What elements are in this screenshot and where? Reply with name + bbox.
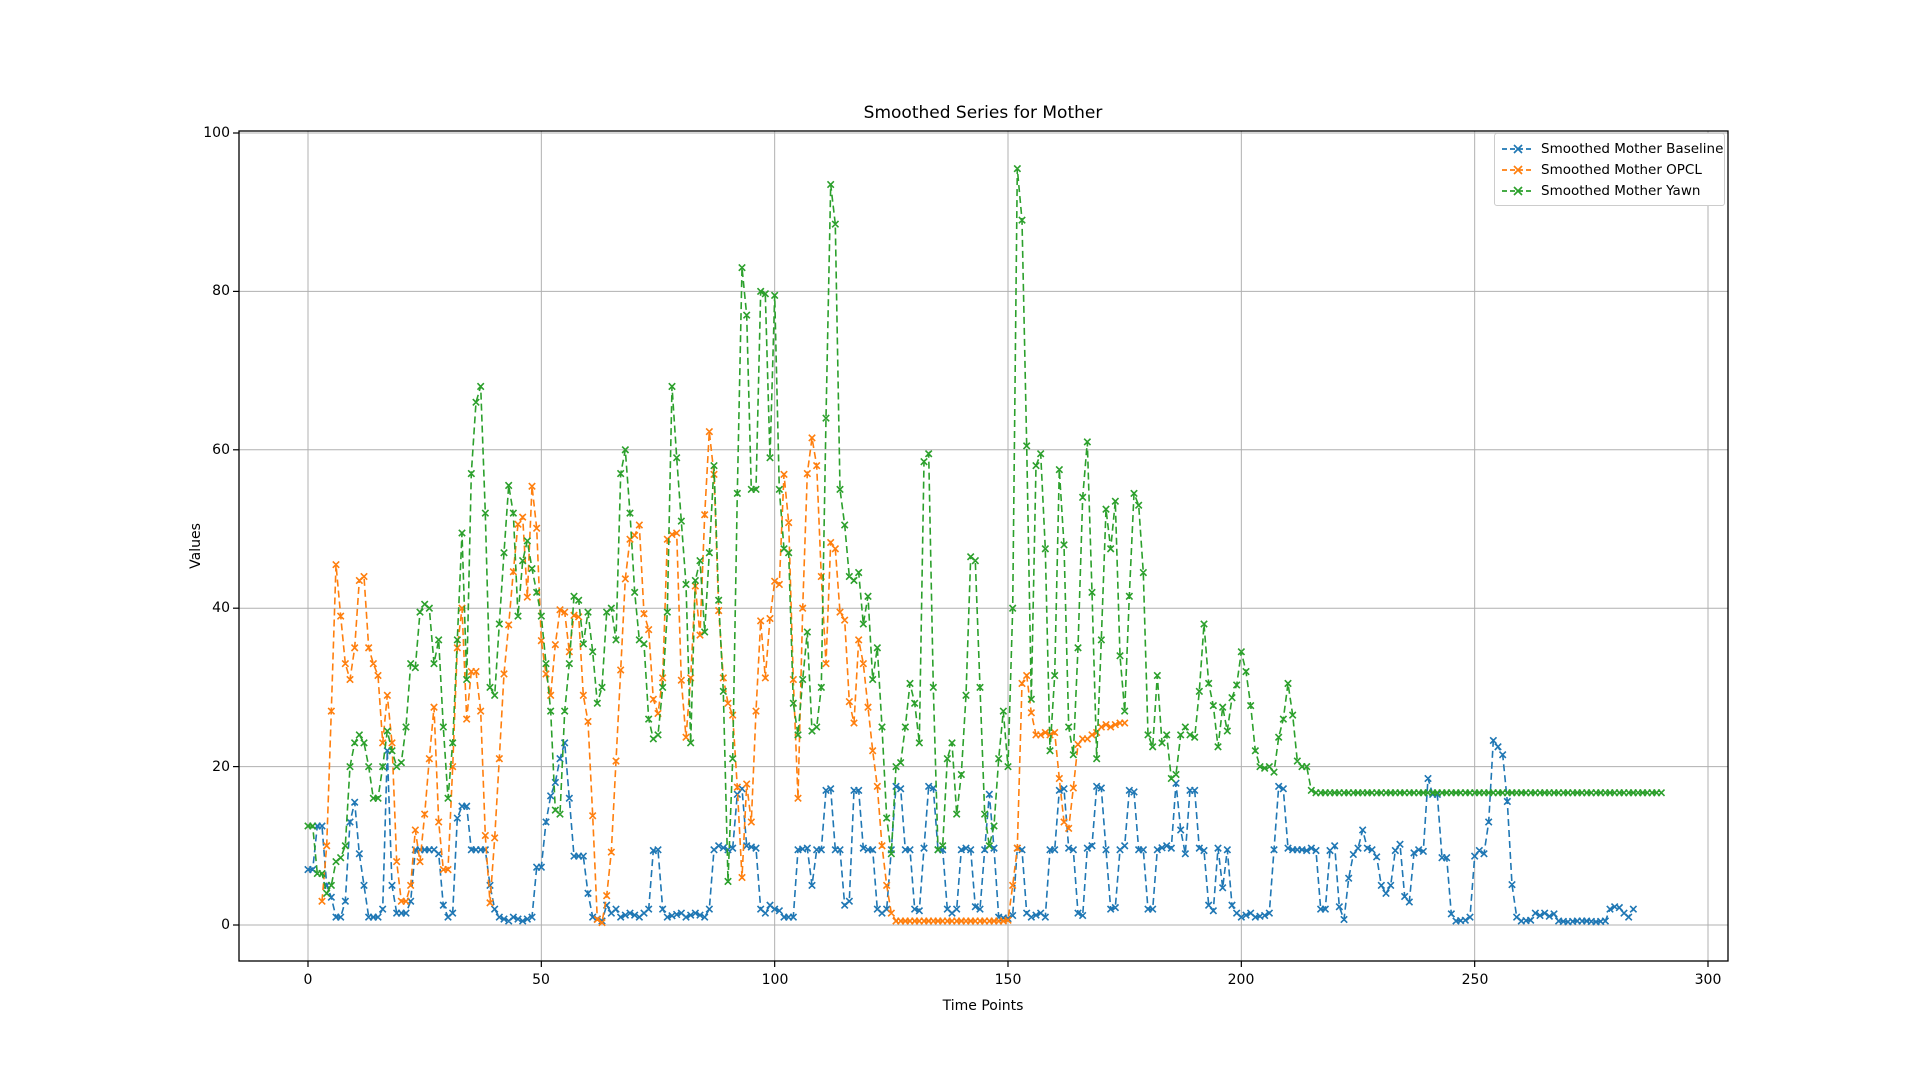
legend-line-marker-icon bbox=[1502, 143, 1534, 154]
legend-entry-opcl: Smoothed Mother OPCL bbox=[1501, 159, 1716, 180]
legend-line-marker-icon bbox=[1502, 185, 1534, 196]
legend: Smoothed Mother Baseline Smoothed Mother… bbox=[1494, 133, 1725, 206]
x-tick-50: 50 bbox=[532, 972, 550, 988]
y-tick-100: 100 bbox=[203, 125, 230, 141]
legend-label-yawn: Smoothed Mother Yawn bbox=[1541, 182, 1701, 199]
legend-entry-yawn: Smoothed Mother Yawn bbox=[1501, 180, 1716, 201]
x-tick-250: 250 bbox=[1461, 972, 1489, 988]
x-tick-200: 200 bbox=[1227, 972, 1255, 988]
x-tick-150: 150 bbox=[994, 972, 1022, 988]
x-tick-100: 100 bbox=[761, 972, 789, 988]
x-axis-label: Time Points bbox=[942, 998, 1024, 1014]
y-axis-label: Values bbox=[188, 523, 204, 569]
y-tick-20: 20 bbox=[212, 759, 230, 775]
chart-title: Smoothed Series for Mother bbox=[863, 103, 1103, 123]
legend-label-opcl: Smoothed Mother OPCL bbox=[1541, 161, 1702, 178]
legend-entry-baseline: Smoothed Mother Baseline bbox=[1501, 138, 1723, 159]
y-tick-60: 60 bbox=[212, 442, 230, 458]
y-tick-80: 80 bbox=[212, 283, 230, 299]
legend-line-marker-icon bbox=[1502, 164, 1534, 175]
x-tick-0: 0 bbox=[303, 972, 313, 988]
y-tick-0: 0 bbox=[221, 917, 230, 933]
x-tick-300: 300 bbox=[1694, 972, 1722, 988]
y-tick-40: 40 bbox=[212, 600, 230, 616]
legend-label-baseline: Smoothed Mother Baseline bbox=[1541, 140, 1724, 157]
